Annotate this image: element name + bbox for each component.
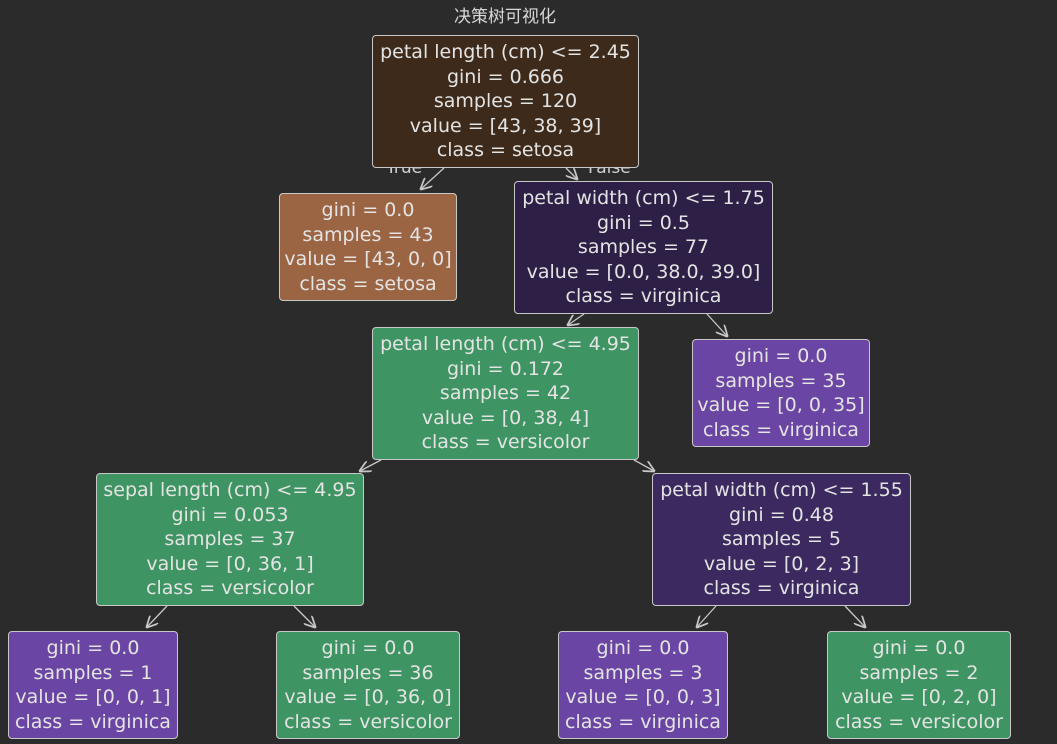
node-line: class = setosa [436, 139, 575, 162]
node-line: samples = 42 [439, 382, 572, 405]
node-line: gini = 0.053 [171, 503, 289, 526]
edge-petal-length-495-to-sepal-length [360, 459, 382, 471]
node-line: gini = 0.0 [596, 637, 690, 659]
node-line: class = virginica [703, 418, 859, 441]
node-line: petal length (cm) <= 2.45 [380, 41, 631, 64]
node-line: value = [0, 36, 1] [146, 552, 314, 575]
node-line: gini = 0.172 [446, 357, 565, 380]
tree-node-virginica-leaf-35: gini = 0.0 samples = 35 value = [0, 0, 3… [692, 339, 870, 447]
node-line: class = virginica [565, 710, 721, 733]
node-line: samples = 120 [433, 90, 578, 113]
node-line: class = virginica [703, 577, 860, 600]
edge-petal-width-175-to-petal-length-495 [568, 313, 585, 325]
node-line: class = virginica [15, 710, 171, 733]
node-line: value = [0, 36, 0] [284, 686, 452, 708]
edge-root-to-petal-width-175 [566, 168, 577, 179]
node-line: samples = 2 [859, 661, 979, 684]
edge-root-to-setosa [421, 167, 445, 189]
node-line: petal length (cm) <= 4.95 [380, 333, 631, 356]
node-line: class = versicolor [284, 710, 452, 733]
tree-node-petal-width-175: petal width (cm) <= 1.75 gini = 0.5 samp… [514, 181, 773, 314]
node-line: value = [0, 0, 3] [565, 686, 721, 708]
edge-petal-length-495-to-petal-width-155 [633, 459, 654, 471]
node-line: value = [43, 38, 39] [409, 114, 602, 137]
tree-node-petal-width-155: petal width (cm) <= 1.55 gini = 0.48 sam… [652, 473, 911, 606]
node-line: petal width (cm) <= 1.75 [522, 187, 765, 210]
tree-node-setosa-leaf: gini = 0.0 samples = 43 value = [43, 0, … [279, 193, 457, 301]
node-line: value = [43, 0, 0] [284, 248, 452, 270]
node-line: gini = 0.0 [734, 345, 828, 367]
tree-node-virginica-leaf-1: gini = 0.0 samples = 1 value = [0, 0, 1]… [8, 631, 178, 739]
node-line: samples = 37 [164, 528, 296, 551]
tree-node-sepal-length-495: sepal length (cm) <= 4.95 gini = 0.053 s… [96, 473, 364, 606]
node-line: class = versicolor [835, 710, 1003, 733]
node-line: gini = 0.0 [321, 637, 415, 659]
edge-petal-width-155-to-versicolor-2 [844, 605, 865, 627]
edge-petal-width-155-to-virginica-3 [697, 605, 717, 627]
tree-node-versicolor-leaf-36: gini = 0.0 samples = 36 value = [0, 36, … [276, 631, 460, 739]
node-line: gini = 0.0 [321, 199, 415, 221]
node-line: value = [0, 0, 1] [15, 686, 171, 708]
node-line: samples = 36 [302, 661, 434, 684]
node-line: class = versicolor [421, 431, 590, 454]
edge-sepal-length-to-virginica-1 [147, 605, 168, 627]
tree-node-petal-length-495: petal length (cm) <= 4.95 gini = 0.172 s… [372, 327, 639, 460]
node-line: class = virginica [565, 285, 722, 308]
node-line: samples = 77 [577, 236, 710, 259]
node-line: value = [0, 0, 35] [697, 394, 865, 416]
node-line: value = [0, 2, 0] [841, 686, 997, 708]
tree-node-virginica-leaf-3: gini = 0.0 samples = 3 value = [0, 0, 3]… [558, 631, 728, 739]
tree-node-versicolor-leaf-2: gini = 0.0 samples = 2 value = [0, 2, 0]… [827, 631, 1011, 739]
node-line: samples = 35 [715, 369, 847, 392]
node-line: samples = 43 [302, 223, 434, 246]
node-line: gini = 0.5 [597, 211, 690, 234]
node-line: samples = 5 [721, 528, 842, 551]
figure-title: 决策树可视化 [454, 7, 556, 27]
edge-petal-width-175-to-virginica-35 [706, 313, 727, 336]
node-line: gini = 0.0 [872, 637, 966, 659]
node-line: value = [0.0, 38.0, 39.0] [526, 260, 761, 283]
node-line: class = versicolor [146, 577, 314, 600]
node-line: sepal length (cm) <= 4.95 [103, 479, 357, 502]
node-line: value = [0, 2, 3] [703, 552, 860, 575]
tree-node-root: petal length (cm) <= 2.45 gini = 0.666 s… [372, 35, 639, 168]
node-line: gini = 0.666 [446, 65, 565, 88]
node-line: samples = 1 [33, 661, 153, 684]
node-line: class = setosa [299, 272, 437, 295]
node-line: gini = 0.0 [46, 637, 140, 659]
node-line: value = [0, 38, 4] [421, 406, 590, 429]
edge-sepal-length-to-versicolor-36 [293, 605, 315, 627]
node-line: petal width (cm) <= 1.55 [660, 479, 903, 502]
node-line: gini = 0.48 [729, 503, 834, 526]
node-line: samples = 3 [583, 661, 703, 684]
